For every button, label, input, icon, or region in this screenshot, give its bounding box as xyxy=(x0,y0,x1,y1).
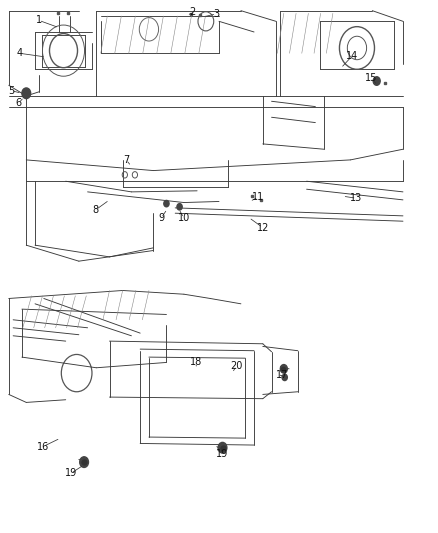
Circle shape xyxy=(280,365,287,373)
Text: 14: 14 xyxy=(346,51,358,61)
Text: 10: 10 xyxy=(178,213,190,223)
Text: 6: 6 xyxy=(15,99,21,108)
Text: 15: 15 xyxy=(365,74,378,83)
Circle shape xyxy=(373,77,380,85)
Text: 19: 19 xyxy=(216,449,229,459)
Text: 17: 17 xyxy=(276,370,289,380)
Text: 7: 7 xyxy=(123,155,129,165)
Text: 3: 3 xyxy=(213,9,219,19)
Text: 11: 11 xyxy=(252,192,265,202)
Text: 18: 18 xyxy=(190,358,202,367)
Text: 12: 12 xyxy=(257,223,269,232)
Circle shape xyxy=(80,457,88,467)
Text: 2: 2 xyxy=(190,7,196,17)
Circle shape xyxy=(177,204,182,210)
Circle shape xyxy=(22,88,31,99)
Text: 4: 4 xyxy=(17,49,23,58)
Text: 20: 20 xyxy=(230,361,243,370)
Text: 1: 1 xyxy=(35,15,42,25)
Circle shape xyxy=(164,200,169,207)
Circle shape xyxy=(218,442,227,453)
Text: 16: 16 xyxy=(37,442,49,451)
Text: 5: 5 xyxy=(8,86,14,95)
Text: 8: 8 xyxy=(92,205,99,215)
Text: 13: 13 xyxy=(350,193,363,203)
Circle shape xyxy=(282,374,287,381)
Text: 9: 9 xyxy=(158,213,164,223)
Text: 19: 19 xyxy=(65,469,77,478)
